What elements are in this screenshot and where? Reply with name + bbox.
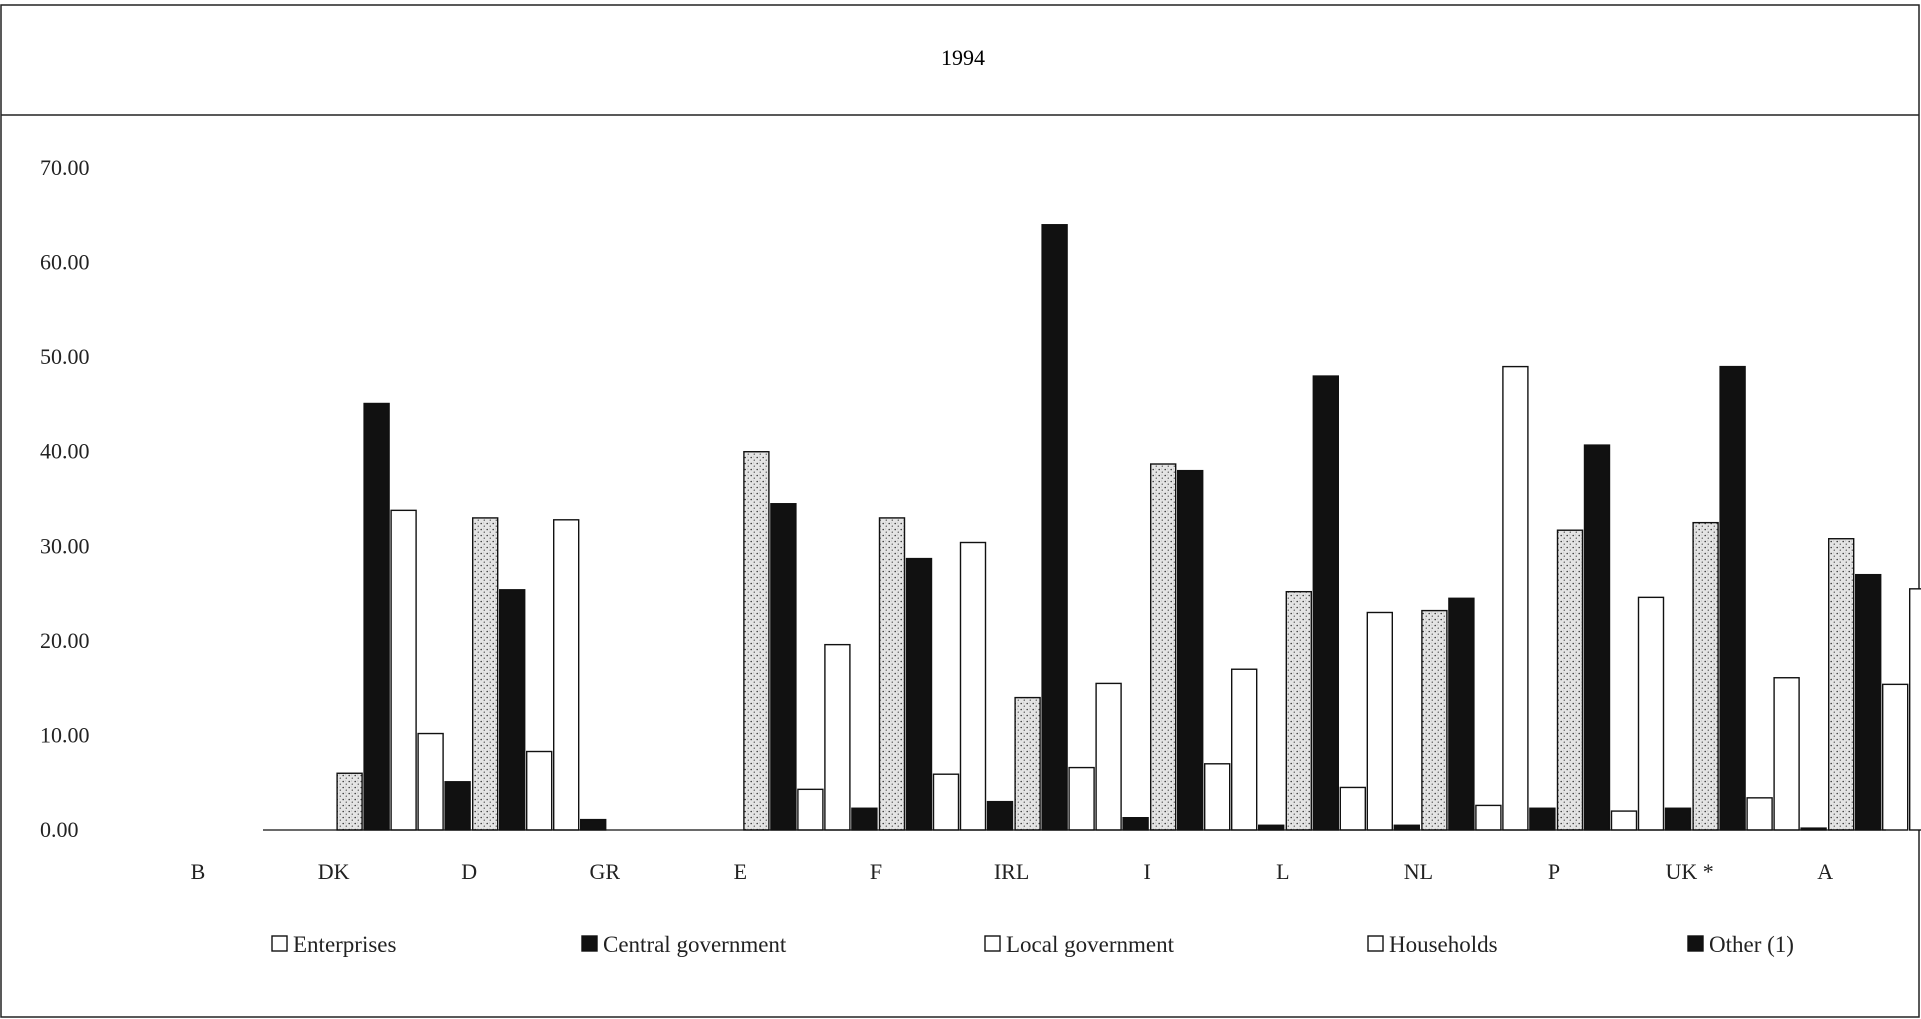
- bar: [1827, 538, 1855, 831]
- y-tick-label: 30.00: [40, 533, 90, 558]
- bar: [1692, 521, 1719, 831]
- x-axis-categories: B DK D GR E F IRL I L NL P UK * A: [191, 859, 1834, 884]
- bar: [472, 517, 499, 831]
- legend-label: Central government: [603, 932, 787, 957]
- bar: [959, 541, 987, 831]
- y-tick-label: 40.00: [40, 439, 90, 464]
- legend-label: Households: [1389, 932, 1498, 957]
- legend-label: Local government: [1006, 932, 1175, 957]
- x-category-label: IRL: [994, 859, 1029, 884]
- legend: Enterprises Central government Local gover…: [271, 932, 1794, 957]
- bar: [878, 517, 906, 831]
- chart-title: 1994: [941, 45, 985, 70]
- bar: [932, 773, 960, 831]
- bar: [417, 732, 444, 831]
- bar: [1149, 463, 1177, 831]
- plot-bars: [336, 224, 1921, 831]
- legend-swatch: [581, 935, 598, 952]
- x-category-label: F: [870, 859, 882, 884]
- bar: [1556, 529, 1584, 831]
- y-tick-label: 20.00: [40, 628, 90, 653]
- x-category-label: E: [734, 859, 747, 884]
- bar: [499, 589, 526, 831]
- x-category-label: UK *: [1665, 859, 1713, 884]
- y-tick-label: 10.00: [40, 722, 90, 747]
- bar: [336, 772, 363, 831]
- bar: [1014, 696, 1041, 831]
- bar: [1881, 683, 1909, 831]
- bar: [1366, 611, 1394, 831]
- bar: [553, 519, 580, 831]
- bar: [797, 788, 824, 831]
- bar: [1393, 824, 1421, 831]
- bar: [1475, 804, 1502, 831]
- bar: [824, 643, 851, 831]
- bar: [986, 800, 1014, 831]
- x-category-label: NL: [1404, 859, 1433, 884]
- y-tick-label: 0.00: [40, 817, 79, 842]
- legend-swatch: [1687, 935, 1704, 952]
- bar: [1095, 682, 1122, 831]
- bar: [770, 503, 797, 831]
- x-category-label: L: [1276, 859, 1289, 884]
- bar: [1746, 797, 1773, 831]
- x-category-label: P: [1548, 859, 1560, 884]
- x-category-label: A: [1817, 859, 1833, 884]
- bar: [1664, 807, 1692, 831]
- bar: [1773, 677, 1800, 831]
- x-category-label: D: [461, 859, 477, 884]
- bar: [1502, 365, 1529, 831]
- bar: [743, 451, 770, 831]
- y-tick-label: 70.00: [40, 155, 90, 180]
- bar: [1719, 365, 1746, 831]
- bar: [1203, 763, 1231, 831]
- legend-label: Other (1): [1709, 932, 1794, 957]
- bar: [1448, 597, 1475, 831]
- x-category-label: GR: [590, 859, 621, 884]
- bar: [444, 781, 471, 831]
- bar: [1637, 596, 1665, 831]
- bar: [1122, 817, 1149, 831]
- bar: [1312, 375, 1340, 831]
- bar: [390, 509, 417, 831]
- legend-swatch: [984, 935, 1001, 952]
- bar: [905, 557, 933, 831]
- bar: [1285, 590, 1313, 831]
- chart-border: [0, 4, 1920, 1018]
- bar: [1610, 810, 1638, 831]
- bar: [363, 402, 390, 831]
- bar: [1529, 807, 1556, 831]
- y-tick-label: 60.00: [40, 250, 90, 275]
- bar: [851, 807, 878, 831]
- bar: [1339, 786, 1367, 831]
- legend-swatch: [1367, 935, 1384, 952]
- y-tick-label: 50.00: [40, 344, 90, 369]
- x-category-label: DK: [318, 859, 350, 884]
- bar: [1421, 609, 1448, 831]
- bar: [1908, 588, 1921, 831]
- y-axis-ticks: 0.00 10.00 20.00 30.00 40.00 50.00 60.00 70.00: [40, 155, 90, 842]
- bar: [1583, 444, 1611, 831]
- bar: [580, 818, 607, 831]
- bar: [1041, 224, 1068, 831]
- x-category-label: I: [1144, 859, 1151, 884]
- bar: [1068, 766, 1095, 831]
- bar: [1230, 668, 1258, 831]
- bar: [1176, 469, 1204, 831]
- x-category-label: B: [191, 859, 206, 884]
- legend-label: Enterprises: [293, 932, 397, 957]
- bar: [1854, 573, 1882, 831]
- bar: [526, 750, 553, 831]
- bar: [1257, 824, 1285, 831]
- legend-swatch: [271, 935, 288, 952]
